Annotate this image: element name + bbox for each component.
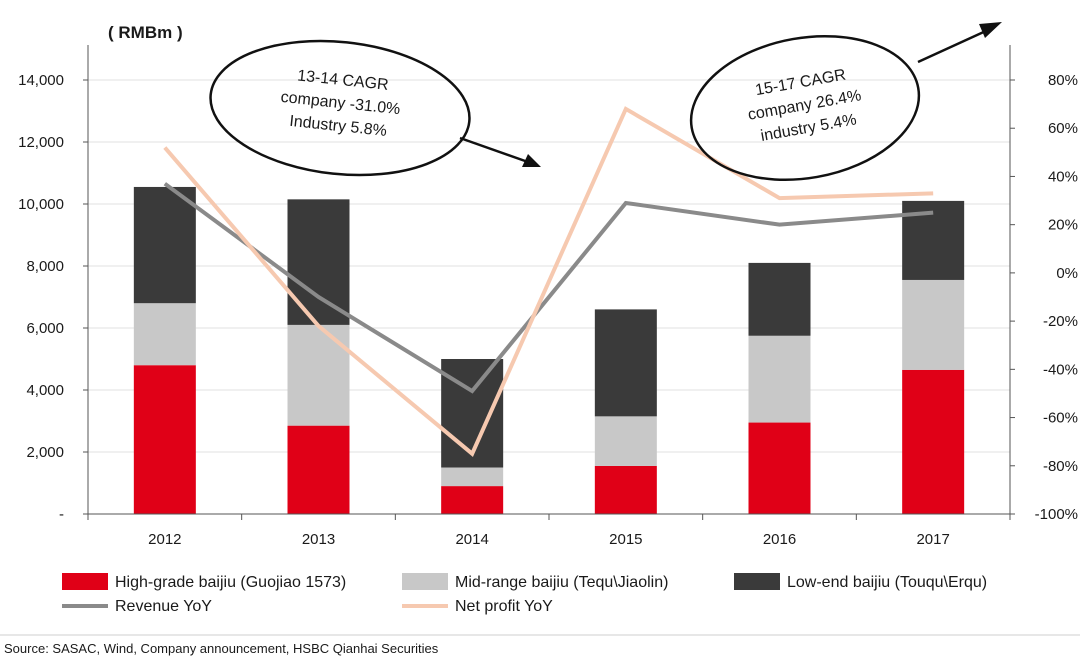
x-tick-label-2015: 2015: [609, 531, 642, 548]
x-tick-label-2013: 2013: [302, 531, 335, 548]
right-tick-label: -40%: [1043, 361, 1078, 378]
left-tick-label: 2,000: [26, 444, 64, 461]
bar-2016-mid-range: [748, 335, 811, 423]
bar-2015-high-grade: [594, 465, 657, 514]
legend: High-grade baijiu (Guojiao 1573) Mid-ran…: [62, 573, 987, 615]
bar-2017-mid-range: [902, 279, 965, 370]
right-tick-label: 80%: [1048, 72, 1078, 89]
right-tick-label: -80%: [1043, 458, 1078, 475]
x-tick-label-2012: 2012: [148, 531, 181, 548]
right-tick-label: 0%: [1056, 265, 1078, 282]
axes: 2012 2013 2014 2015 2016 2017 - 2,000 4,000 6,000…: [18, 45, 1078, 548]
x-tick-label-2017: 2017: [916, 531, 949, 548]
bar-2017-high-grade: [902, 369, 965, 514]
source-note: Source: SASAC, Wind, Company announcemen…: [4, 641, 439, 656]
left-tick-label: 6,000: [26, 320, 64, 337]
right-tick-label: 40%: [1048, 168, 1078, 185]
legend-swatch-high-grade: [62, 573, 108, 590]
right-tick-label: -60%: [1043, 410, 1078, 427]
bar-2014-high-grade: [441, 486, 504, 514]
legend-swatch-mid-range: [402, 573, 448, 590]
callout-ellipse: [689, 34, 921, 182]
right-tick-label: -100%: [1035, 506, 1078, 523]
left-tick-label: 12,000: [18, 134, 64, 151]
legend-label-net-profit-yoy: Net profit YoY: [455, 598, 553, 615]
bar-2016-high-grade: [748, 422, 811, 514]
bar-2012-high-grade: [133, 365, 196, 514]
right-tick-label: 20%: [1048, 217, 1078, 234]
revenue-yoy-line: [163, 182, 934, 394]
right-tick-label: 60%: [1048, 120, 1078, 137]
bar-series: [133, 186, 965, 514]
bar-2012-mid-range: [133, 303, 196, 366]
bar-2013-high-grade: [287, 425, 350, 514]
right-tick-label: -20%: [1043, 313, 1078, 330]
legend-label-low-end: Low-end baijiu (Touqu\Erqu): [787, 574, 987, 591]
callout-ellipse: [209, 39, 471, 177]
callout-1-arrowhead: [522, 154, 541, 167]
bar-2012-low-end: [133, 186, 196, 304]
bar-2014-mid-range: [441, 467, 504, 487]
legend-label-mid-range: Mid-range baijiu (Tequ\Jiaolin): [455, 574, 668, 591]
bar-2015-low-end: [594, 309, 657, 417]
unit-label: ( RMBm ): [108, 23, 183, 42]
bar-2016-low-end: [748, 262, 811, 336]
left-tick-label: 10,000: [18, 196, 64, 213]
net-profit-yoy-line: [163, 106, 934, 457]
bar-2013-low-end: [287, 199, 350, 325]
line-series: [163, 106, 934, 457]
left-tick-label: 8,000: [26, 258, 64, 275]
bar-2013-mid-range: [287, 324, 350, 426]
legend-label-revenue-yoy: Revenue YoY: [115, 598, 212, 615]
left-tick-label: 14,000: [18, 72, 64, 89]
x-tick-label-2016: 2016: [763, 531, 796, 548]
legend-label-high-grade: High-grade baijiu (Guojiao 1573): [115, 574, 346, 591]
bar-2015-mid-range: [594, 416, 657, 466]
callout-2-arrowhead: [979, 22, 1002, 38]
callout-1-arrow-shaft: [459, 136, 529, 164]
x-tick-label-2014: 2014: [455, 531, 488, 548]
callout-2-arrow-shaft: [917, 28, 989, 64]
gridlines: [88, 79, 1010, 453]
left-tick-label: 4,000: [26, 382, 64, 399]
legend-swatch-low-end: [734, 573, 780, 590]
left-tick-label: -: [59, 506, 64, 523]
